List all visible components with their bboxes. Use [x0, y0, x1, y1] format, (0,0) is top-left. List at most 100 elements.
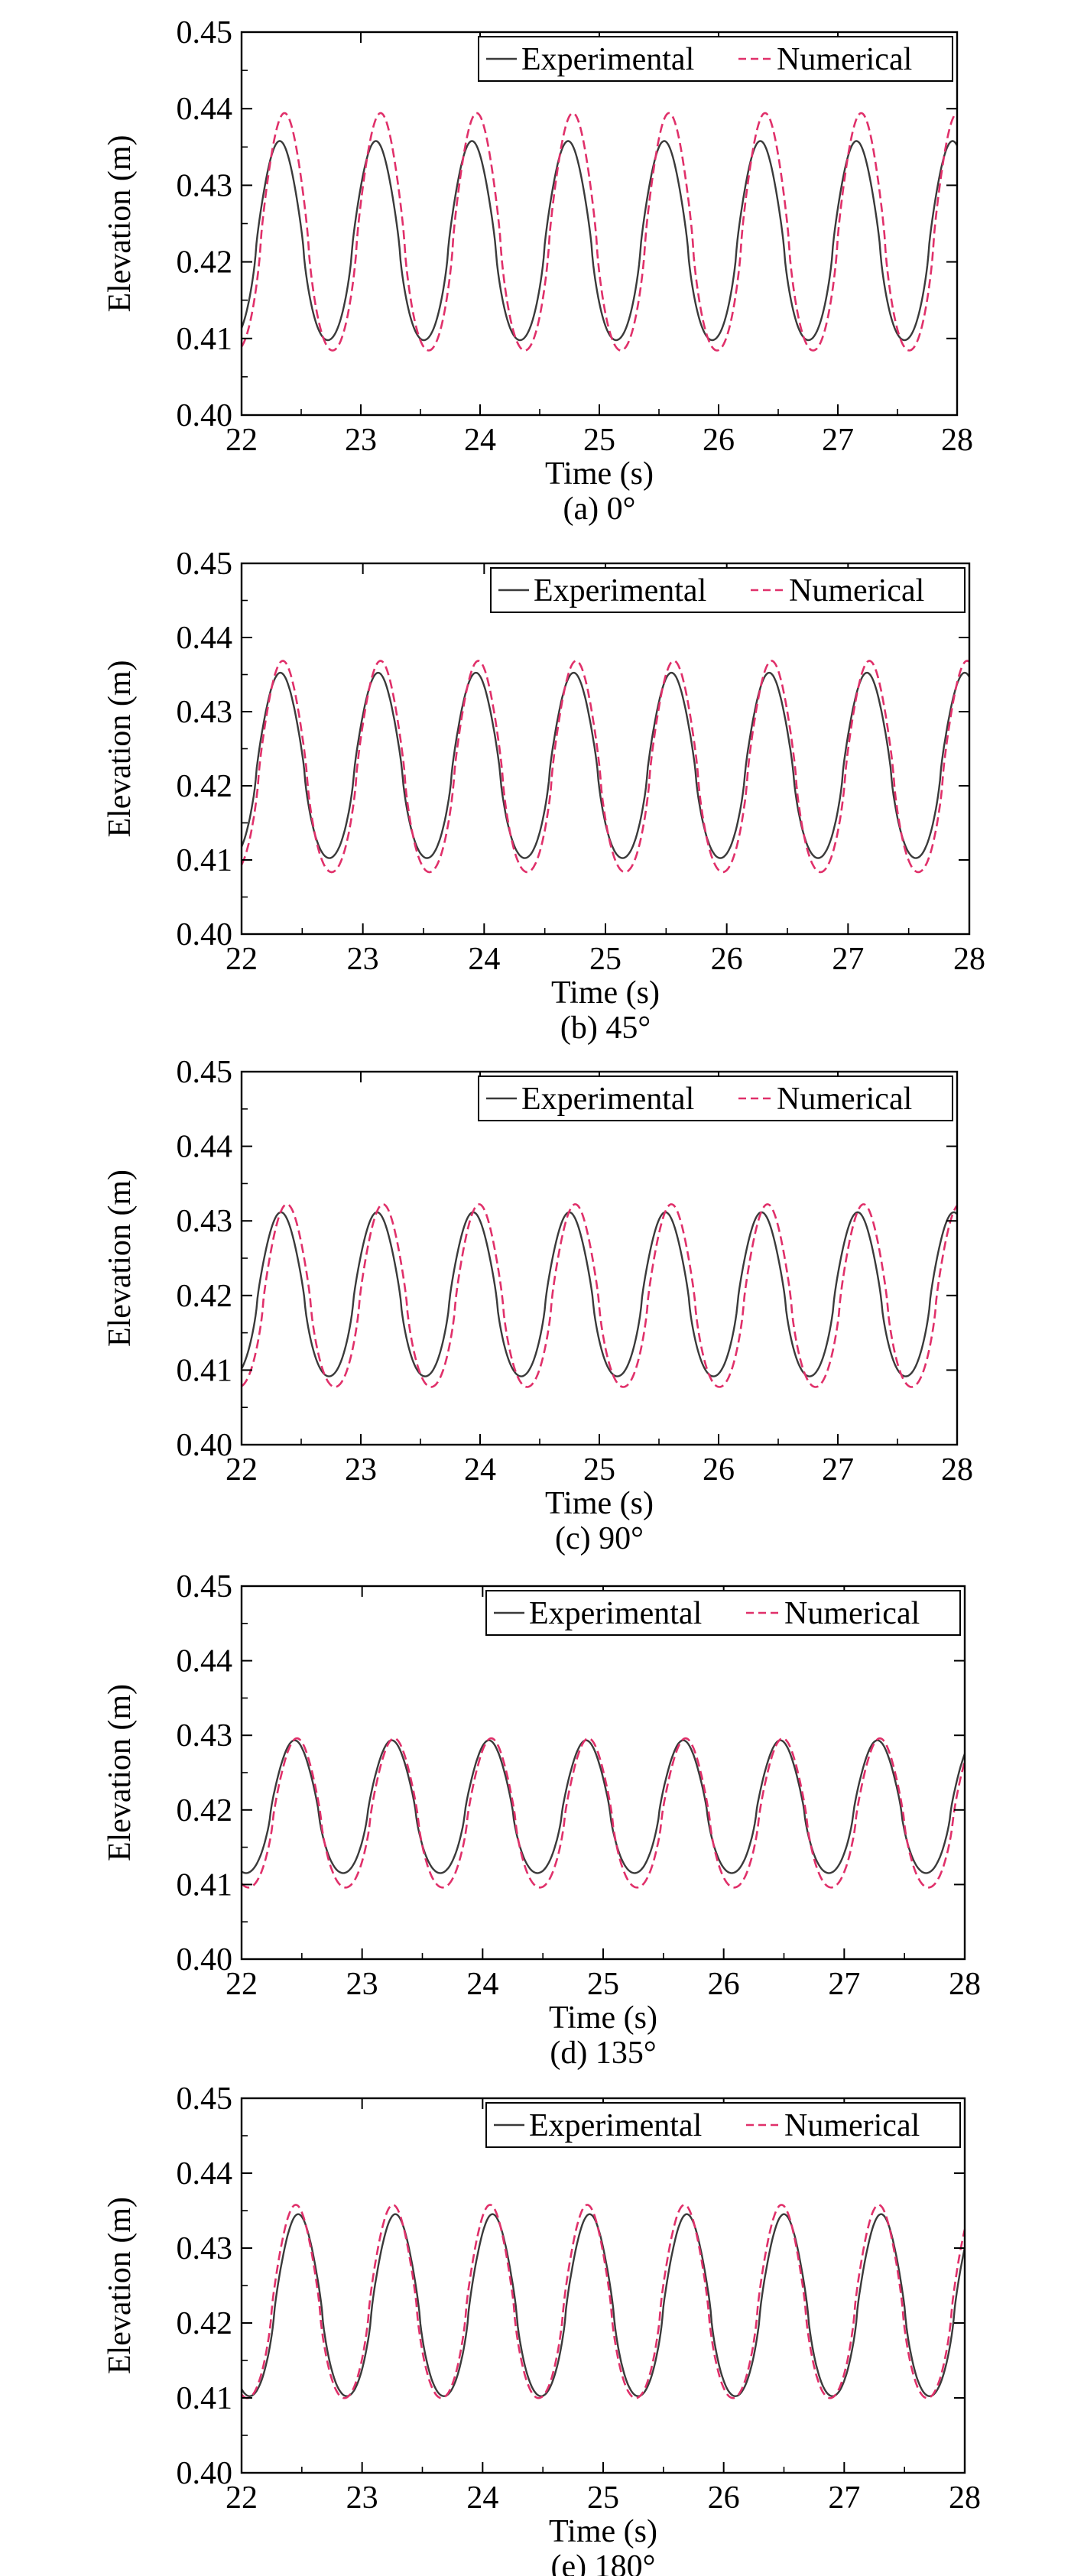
legend-label-numerical: Numerical: [784, 2108, 920, 2143]
y-tick-label: 0.40: [177, 398, 233, 433]
x-tick-label: 27: [822, 423, 854, 458]
y-tick-label: 0.41: [177, 322, 233, 357]
legend-label-numerical: Numerical: [777, 42, 912, 77]
series-line-numerical: [240, 660, 970, 874]
chart-panel-3: 22 23 24 25 26 27 28 0.40 0.41 0.42 0.43 0.44 0.45 Ti…: [102, 1055, 973, 1556]
plot-frame: [240, 2097, 966, 2474]
x-tick-label: 22: [226, 423, 258, 458]
x-tick-label: 22: [226, 942, 258, 977]
legend: Experimental Numerical: [490, 567, 966, 613]
x-tick-label: 22: [226, 2480, 258, 2516]
chart-panel-2: 22 23 24 25 26 27 28 0.40 0.41 0.42 0.43 0.44 0.45 Ti…: [102, 547, 985, 1046]
legend-box: [485, 1590, 961, 1636]
y-axis-label: Elevation (m): [102, 2197, 138, 2374]
x-tick-label: 28: [941, 423, 973, 458]
y-tick-label: 0.43: [177, 1718, 233, 1754]
x-tick-label: 25: [589, 942, 622, 977]
x-tick-label: 24: [464, 1452, 496, 1488]
legend: Experimental Numerical: [478, 1075, 953, 1121]
legend-box: [478, 36, 953, 82]
y-tick-label: 0.40: [177, 2456, 233, 2491]
plot-frame: [240, 1070, 959, 1446]
panel-caption: (e) 180°: [551, 2549, 656, 2576]
legend-box: [485, 2102, 961, 2148]
y-tick-label: 0.44: [177, 92, 233, 127]
y-tick-label: 0.40: [177, 1428, 233, 1463]
y-tick-label: 0.42: [177, 245, 233, 281]
x-tick-label: 24: [466, 2480, 498, 2516]
y-axis-label: Elevation (m): [102, 135, 138, 312]
legend-label-experimental: Experimental: [521, 1082, 694, 1117]
x-tick-label: 27: [822, 1452, 854, 1488]
x-tick-label: 26: [708, 2480, 740, 2516]
x-axis-label: Time (s): [549, 2514, 657, 2549]
y-tick-label: 0.45: [177, 15, 233, 50]
y-tick-label: 0.40: [177, 1942, 233, 1977]
series-line-experimental: [240, 1211, 958, 1377]
panel-caption: (a) 0°: [563, 492, 636, 527]
x-tick-label: 28: [949, 1967, 981, 2002]
x-tick-label: 28: [949, 2480, 981, 2516]
x-tick-label: 22: [226, 1967, 258, 2002]
series-line-numerical: [241, 1203, 959, 1388]
panel-caption: (d) 135°: [550, 2036, 656, 2071]
x-tick-label: 25: [587, 2480, 619, 2516]
y-tick-label: 0.42: [177, 2306, 233, 2341]
x-tick-label: 25: [583, 423, 615, 458]
chart-panel-4: 22 23 24 25 26 27 28 0.40 0.41 0.42 0.43 0.44 0.45 Ti…: [102, 1569, 981, 2071]
y-axis-label: Elevation (m): [102, 1684, 138, 1861]
y-tick-label: 0.41: [177, 1353, 233, 1388]
chart-panel-5: 22 23 24 25 26 27 28 0.40 0.41 0.42 0.43 0.44 0.45 Ti…: [102, 2081, 981, 2576]
legend-label-experimental: Experimental: [529, 1596, 702, 1631]
legend-box: [478, 1075, 953, 1121]
x-tick-label: 25: [587, 1967, 619, 2002]
y-tick-label: 0.41: [177, 843, 233, 878]
x-tick-label: 27: [828, 1967, 860, 2002]
legend-box: [490, 567, 966, 613]
y-tick-label: 0.40: [177, 917, 233, 952]
series-line-numerical: [241, 1737, 966, 1889]
x-tick-label: 23: [346, 2480, 378, 2516]
legend-label-experimental: Experimental: [534, 573, 706, 608]
series-line-experimental: [241, 1739, 966, 1874]
y-tick-label: 0.45: [177, 547, 233, 582]
y-tick-label: 0.45: [177, 1569, 233, 1604]
x-axis-label: Time (s): [545, 1486, 654, 1521]
legend-label-experimental: Experimental: [529, 2108, 702, 2143]
legend: Experimental Numerical: [485, 1590, 961, 1636]
x-tick-label: 23: [346, 1967, 378, 2002]
y-axis-label: Elevation (m): [102, 660, 138, 837]
x-tick-label: 25: [583, 1452, 615, 1488]
y-tick-label: 0.42: [177, 1279, 233, 1314]
plot-frame: [240, 562, 971, 936]
y-tick-label: 0.43: [177, 2231, 233, 2266]
y-tick-label: 0.43: [177, 1204, 233, 1239]
y-tick-label: 0.43: [177, 168, 233, 203]
x-tick-label: 26: [703, 1452, 735, 1488]
y-tick-label: 0.45: [177, 2081, 233, 2117]
x-tick-label: 26: [711, 942, 743, 977]
series-line-numerical: [240, 2204, 966, 2399]
x-tick-label: 24: [466, 1967, 498, 2002]
x-axis-label: Time (s): [545, 456, 654, 492]
y-axis-label: Elevation (m): [102, 1170, 138, 1347]
y-tick-label: 0.44: [177, 621, 233, 656]
y-tick-label: 0.44: [177, 2156, 233, 2192]
y-tick-label: 0.44: [177, 1644, 233, 1679]
x-tick-label: 23: [345, 423, 377, 458]
x-tick-label: 22: [226, 1452, 258, 1488]
y-tick-label: 0.43: [177, 695, 233, 730]
series-line-experimental: [240, 671, 971, 859]
x-tick-label: 23: [347, 942, 379, 977]
y-tick-label: 0.41: [177, 1867, 233, 1903]
legend-label-numerical: Numerical: [784, 1596, 920, 1631]
y-tick-label: 0.45: [177, 1055, 233, 1090]
legend-label-numerical: Numerical: [789, 573, 924, 608]
x-tick-label: 24: [464, 423, 496, 458]
legend-label-experimental: Experimental: [521, 42, 694, 77]
x-tick-label: 26: [708, 1967, 740, 2002]
panel-caption: (b) 45°: [560, 1011, 651, 1046]
y-tick-label: 0.42: [177, 1793, 233, 1828]
x-tick-label: 28: [941, 1452, 973, 1488]
